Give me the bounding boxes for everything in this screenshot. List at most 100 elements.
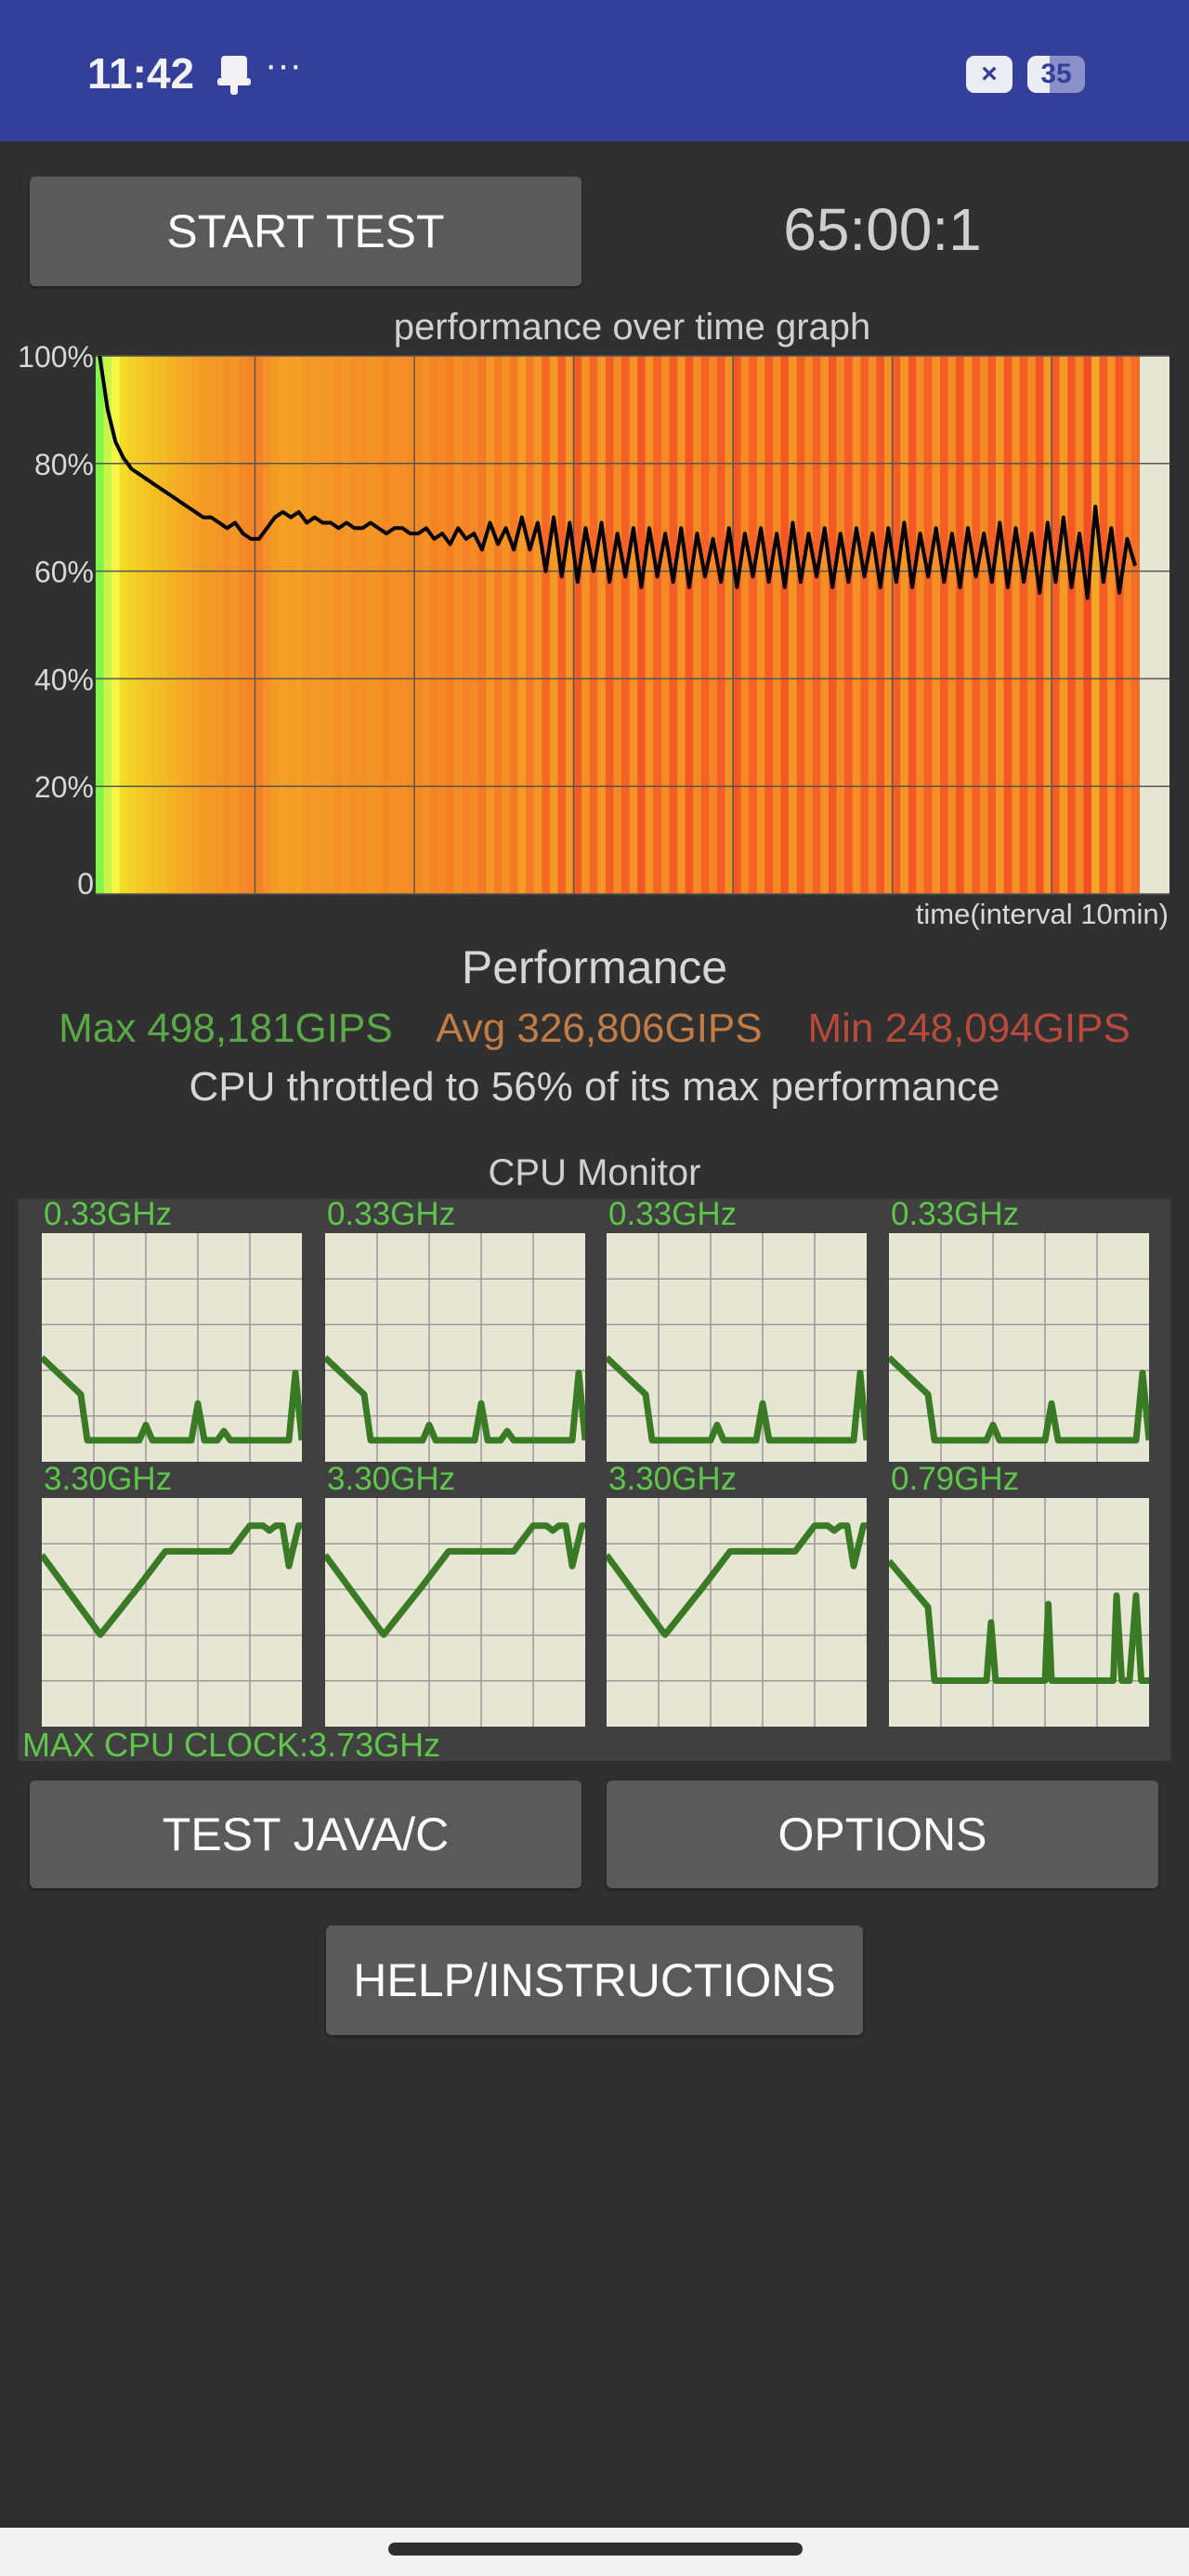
test-timer: 65:00:1 [783,196,982,263]
performance-bar [1067,356,1077,894]
y-tick-label: 40% [34,663,94,696]
performance-bar [1043,356,1052,894]
core-frequency-label: 3.30GHz [327,1461,456,1497]
performance-bar [175,356,184,894]
performance-line [98,355,1138,600]
performance-bar [183,356,192,894]
performance-bar [1027,356,1037,894]
performance-bar [581,356,591,894]
performance-bar [462,356,471,894]
y-tick-label: 20% [34,770,94,804]
performance-bar [605,356,615,894]
performance-bar [900,356,909,894]
graph-title: performance over time graph [393,307,871,348]
performance-stats: Max 498,181GIPS Avg 326,806GIPS Min 248,… [0,1005,1189,1052]
performance-bar [199,356,208,894]
performance-bar [956,356,965,894]
y-tick-label: 0 [77,867,94,900]
no-sim-icon: × [966,56,1013,93]
performance-bar [852,356,861,894]
performance-bar [1115,356,1124,894]
performance-bar [1099,356,1108,894]
performance-bar [844,356,854,894]
performance-bar [246,356,256,894]
performance-bar [685,356,694,894]
performance-bar [637,356,647,894]
performance-bar [366,356,375,894]
performance-bar [645,356,654,894]
performance-bar [143,356,152,894]
performance-bar [390,356,399,894]
options-button[interactable]: OPTIONS [607,1781,1158,1888]
performance-bar [716,356,726,894]
performance-bar [804,356,814,894]
performance-bar [932,356,941,894]
performance-bar [908,356,917,894]
performance-bar [1107,356,1117,894]
performance-bar [828,356,838,894]
performance-bar [374,356,384,894]
performance-bar [940,356,949,894]
performance-bar [190,356,201,894]
core-frequency-line [42,1355,302,1444]
throttle-summary: CPU throttled to 56% of its max performa… [189,1064,1000,1110]
performance-bar [1003,356,1013,894]
status-time: 11:42 [87,49,195,98]
performance-bar [493,356,503,894]
graph-background [889,1233,1149,1462]
performance-bar [446,356,455,894]
max-performance: Max 498,181GIPS [59,1005,393,1051]
performance-bar [135,356,145,894]
y-tick-label: 60% [34,556,94,589]
performance-bar [1083,356,1092,894]
home-gesture-handle[interactable] [388,2543,803,2556]
performance-bar [279,356,288,894]
performance-bar [860,356,869,894]
core-frequency-label: 0.79GHz [891,1461,1020,1497]
performance-bar [111,356,121,894]
performance-bar [310,356,320,894]
performance-bar [892,356,901,894]
performance-bar [350,356,359,894]
core-frequency-graph [889,1498,1149,1727]
core-frequency-label: 3.30GHz [44,1461,173,1497]
performance-bar [1091,356,1101,894]
help-instructions-button[interactable]: HELP/INSTRUCTIONS [326,1925,863,2035]
performance-bar [223,356,232,894]
performance-bar [1059,356,1068,894]
performance-bar [1130,356,1141,894]
performance-bar [700,356,710,894]
avg-performance: Avg 326,806GIPS [436,1005,763,1051]
start-test-button[interactable]: START TEST [30,177,581,286]
performance-bar [382,356,391,894]
performance-bar [1019,356,1028,894]
performance-bar [772,356,782,894]
performance-bar [239,356,248,894]
performance-bar [453,356,464,894]
graph-background [42,1233,302,1462]
performance-bar [868,356,878,894]
performance-bar [812,356,821,894]
notification-icon [217,56,251,95]
core-frequency-label: 0.33GHz [608,1196,738,1232]
performance-bar [286,356,295,894]
performance-bar [358,356,368,894]
performance-bar [820,356,830,894]
performance-bar [565,356,575,894]
performance-bar [159,356,168,894]
performance-bar [430,356,439,894]
performance-bar [589,356,598,894]
performance-bar [756,356,765,894]
core-frequency-line [42,1522,302,1638]
core-frequency-label: 0.33GHz [44,1196,173,1232]
performance-bar [549,356,558,894]
test-java-c-button[interactable]: TEST JAVA/C [30,1781,581,1888]
performance-bar [96,356,105,894]
performance-bar [996,356,1005,894]
core-frequency-graph [607,1498,867,1727]
performance-bar [789,356,798,894]
performance-bar [342,356,352,894]
performance-chart: 0 20% 40% 60% 80% 100% time(interval 10min) [18,344,1169,930]
performance-bar [477,356,487,894]
core-frequency-label: 3.30GHz [608,1461,738,1497]
